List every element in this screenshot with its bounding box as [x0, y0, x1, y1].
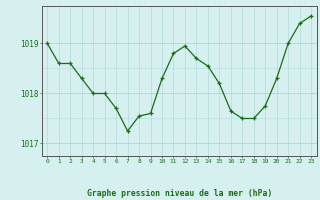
Text: Graphe pression niveau de la mer (hPa): Graphe pression niveau de la mer (hPa)	[87, 189, 272, 198]
